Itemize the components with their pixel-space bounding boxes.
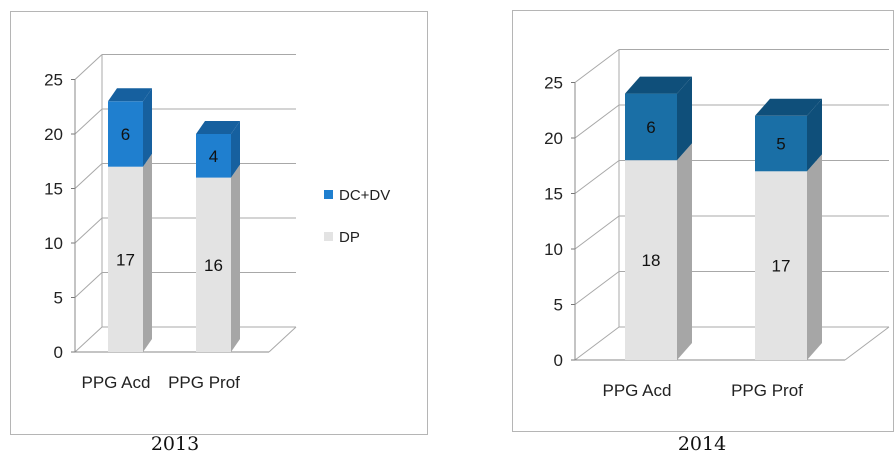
gridline-diag	[574, 271, 620, 305]
gridline-diag	[574, 49, 620, 83]
bar-DC+DV-PPG Acd	[108, 101, 143, 167]
bar-side-DC+DV	[807, 98, 822, 172]
x-tick-label: PPG Acd	[603, 381, 672, 400]
bar-DC+DV-PPG Acd	[625, 93, 677, 161]
bar-DC+DV-PPG Prof	[196, 134, 231, 178]
bar-DP-PPG Prof	[755, 171, 807, 360]
gridline-diag	[574, 326, 620, 361]
data-label: 5	[776, 135, 785, 154]
gridline-diag	[74, 163, 103, 189]
data-label: 6	[646, 118, 655, 137]
chart-title-2014: 2014	[677, 433, 727, 455]
gridline-diag	[574, 104, 620, 139]
bar-side-DP	[807, 154, 822, 360]
gridline-diag	[74, 54, 103, 80]
floor-edge	[844, 326, 890, 361]
y-tick-label: 0	[554, 351, 563, 370]
bar-side-DP	[677, 143, 692, 360]
bar-top-DC+DV	[196, 121, 240, 134]
bar-side-DP	[143, 153, 152, 352]
x-tick-label: PPG Prof	[731, 381, 803, 400]
x-tick-label: PPG Prof	[168, 373, 240, 392]
legend-swatch-DP	[324, 232, 333, 241]
y-tick-label: 15	[544, 185, 563, 204]
y-tick-label: 5	[54, 289, 63, 308]
gridline-diag	[574, 160, 620, 194]
chart-2013: 0 5 10 15 20 25 17 6 PPG Acd 16 4 PPG Prof DC+DV DP	[44, 54, 390, 392]
chart-panel-2014	[512, 10, 894, 432]
y-tick-label: 25	[44, 71, 63, 90]
bar-side-DP	[231, 164, 240, 352]
bar-DP-PPG Acd	[625, 160, 677, 360]
data-label: 16	[204, 256, 223, 275]
y-tick-label: 20	[44, 125, 63, 144]
gridline-diag	[74, 272, 103, 298]
gridline-diag	[74, 326, 103, 353]
bar-DC+DV-PPG Prof	[755, 115, 807, 172]
floor-edge	[268, 326, 297, 353]
data-label: 17	[772, 257, 791, 276]
y-tick-label: 5	[554, 296, 563, 315]
y-tick-label: 0	[54, 343, 63, 362]
data-label: 18	[642, 251, 661, 270]
gridline-diag	[74, 108, 103, 135]
y-tick-label: 15	[44, 180, 63, 199]
legend-label-DC+DV: DC+DV	[339, 187, 390, 204]
data-label: 6	[121, 125, 130, 144]
bar-DP-PPG Prof	[196, 177, 231, 352]
x-tick-label: PPG Acd	[82, 373, 151, 392]
bar-side-DC+DV	[143, 88, 152, 167]
bar-top-DC+DV	[755, 98, 822, 116]
y-tick-label: 25	[544, 74, 563, 93]
bar-side-DC+DV	[231, 121, 240, 178]
chart-2014: 0 5 10 15 20 25 18 6 PPG Acd 17 5 PPG Prof	[544, 49, 890, 400]
gridline-diag	[74, 217, 103, 244]
data-label: 4	[209, 147, 218, 166]
bar-top-DC+DV	[108, 88, 152, 102]
data-label: 17	[116, 250, 135, 269]
y-tick-label: 10	[544, 240, 563, 259]
y-tick-label: 10	[44, 234, 63, 253]
y-tick-label: 20	[544, 129, 563, 148]
chart-title-2013: 2013	[150, 433, 200, 455]
gridline-diag	[574, 215, 620, 250]
bar-top-DC+DV	[625, 76, 692, 94]
legend-label-DP: DP	[339, 229, 360, 246]
legend-swatch-DC+DV	[324, 190, 333, 199]
bar-side-DC+DV	[677, 76, 692, 161]
bar-DP-PPG Acd	[108, 166, 143, 352]
